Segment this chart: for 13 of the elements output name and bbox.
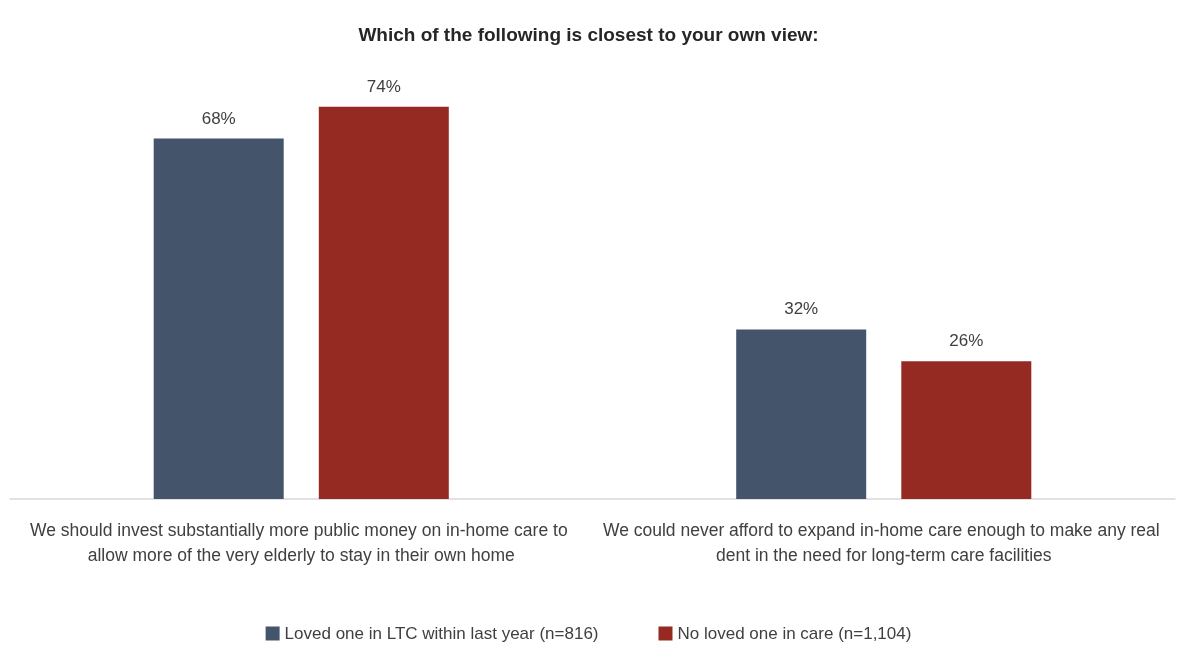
- bar: [736, 329, 867, 499]
- x-tick-label: We should invest substantially more public money on in-home care to allow more of the very elderly to stay in their own home: [30, 519, 573, 565]
- chart-title: Which of the following is closest to your own view:: [358, 24, 819, 45]
- bar: [318, 106, 449, 499]
- x-tick-label: We could never afford to expand in-home care enough to make any real dent in the need for long-term care facilities: [602, 519, 1165, 565]
- bar: [153, 138, 284, 499]
- data-label: 74%: [366, 76, 401, 96]
- legend-label: No loved one in care (n=1,104): [677, 624, 912, 643]
- data-label: 68%: [201, 108, 236, 128]
- legend-label: Loved one in LTC within last year (n=816): [284, 624, 599, 643]
- data-label: 26%: [949, 331, 984, 351]
- data-label: 32%: [784, 299, 819, 319]
- bar: [901, 361, 1032, 499]
